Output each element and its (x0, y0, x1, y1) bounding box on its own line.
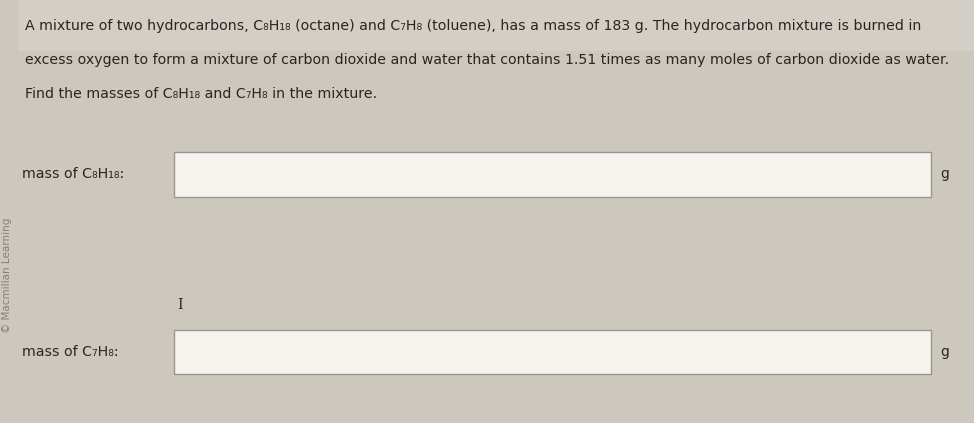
Bar (174, 330, 931, 374)
Text: © Macmillan Learning: © Macmillan Learning (2, 217, 12, 332)
Text: mass of C₈H₁₈:: mass of C₈H₁₈: (22, 168, 125, 181)
Text: g: g (941, 345, 950, 359)
Bar (174, 152, 931, 197)
Text: g: g (941, 168, 950, 181)
Text: Find the masses of C₈H₁₈ and C₇H₈ in the mixture.: Find the masses of C₈H₁₈ and C₇H₈ in the… (25, 87, 377, 101)
Text: excess oxygen to form a mixture of carbon dioxide and water that contains 1.51 t: excess oxygen to form a mixture of carbo… (25, 53, 950, 67)
Text: mass of C₇H₈:: mass of C₇H₈: (22, 345, 119, 359)
Text: I: I (177, 297, 183, 312)
Text: A mixture of two hydrocarbons, C₈H₁₈ (octane) and C₇H₈ (toluene), has a mass of : A mixture of two hydrocarbons, C₈H₁₈ (oc… (25, 19, 921, 33)
Bar (18, 0, 974, 51)
